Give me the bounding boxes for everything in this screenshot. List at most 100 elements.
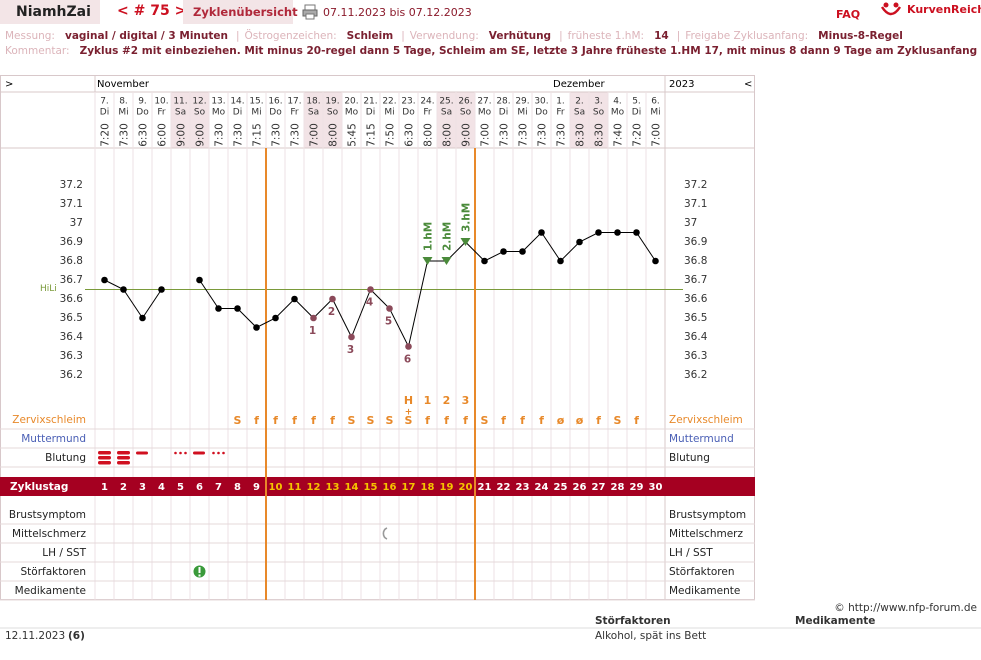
row-label: Medikamente bbox=[15, 585, 86, 597]
row-label: Medikamente bbox=[669, 585, 740, 597]
cycle-day: 26 bbox=[573, 482, 587, 493]
y-tick-label: 36.4 bbox=[60, 331, 84, 343]
print-icon[interactable] bbox=[302, 4, 318, 20]
info-value: 14 bbox=[654, 30, 669, 42]
y-tick-label: 36.9 bbox=[60, 236, 83, 248]
footer-heading: Störfaktoren bbox=[595, 615, 671, 627]
weekday-label: Mi bbox=[118, 108, 128, 118]
cycle-day: 13 bbox=[326, 482, 340, 493]
time-label: 7:40 bbox=[613, 123, 625, 147]
temperature-point bbox=[519, 248, 526, 255]
cycle-day: 18 bbox=[421, 482, 435, 493]
header: NiamhZai < # 75 > Zyklenübersicht 07.11.… bbox=[0, 0, 981, 26]
temperature-point bbox=[595, 229, 602, 236]
bleeding-icon bbox=[117, 461, 130, 465]
cycle-day: 23 bbox=[516, 482, 530, 493]
day-label: 22. bbox=[382, 97, 396, 107]
day-label: 26. bbox=[458, 97, 472, 107]
mucus-values: S bbox=[234, 414, 242, 427]
info-value: Schleim bbox=[346, 30, 394, 42]
mucus-values: f bbox=[425, 414, 430, 427]
bleeding-icon bbox=[98, 451, 111, 455]
cycle-nav[interactable]: < # 75 > bbox=[117, 3, 187, 19]
weekday-label: Mo bbox=[345, 108, 359, 118]
weekend-shade bbox=[304, 92, 323, 148]
info-separator: | bbox=[676, 30, 681, 42]
day-label: 29. bbox=[515, 97, 529, 107]
cycle-day: 14 bbox=[345, 482, 359, 493]
time-label: 8:00 bbox=[442, 123, 454, 147]
time-label: 8:30 bbox=[594, 123, 606, 147]
info-fields: Messung: vaginal / digital / 3 Minuten | Ös… bbox=[5, 29, 981, 44]
faq-link[interactable]: FAQ bbox=[836, 8, 861, 21]
overview-link[interactable]: Zyklenübersicht bbox=[183, 0, 298, 24]
bleeding-icon bbox=[117, 456, 130, 460]
y-tick-label: 37.2 bbox=[60, 179, 83, 191]
nav-prev: > bbox=[5, 79, 13, 90]
weekday-label: Mo bbox=[611, 108, 625, 118]
high-point bbox=[460, 238, 471, 246]
mucus-plus: + bbox=[405, 408, 413, 418]
low-label: 1 bbox=[309, 325, 316, 337]
temperature-point bbox=[367, 286, 374, 293]
bleeding-icons bbox=[98, 451, 225, 465]
weekday-label: Do bbox=[535, 108, 548, 118]
temperature-point bbox=[120, 286, 127, 293]
bleeding-icon bbox=[217, 451, 220, 455]
brand[interactable]: KurvenReich bbox=[907, 3, 981, 16]
y-tick-label: 36.3 bbox=[60, 350, 83, 362]
y-tick-label: 37 bbox=[684, 217, 697, 229]
time-label: 6:30 bbox=[404, 123, 416, 147]
time-label: 7:00 bbox=[309, 123, 321, 147]
time-label: 7:30 bbox=[271, 123, 283, 147]
weekday-label: Di bbox=[499, 108, 508, 118]
bleeding-icon bbox=[98, 461, 111, 465]
info-separator: | bbox=[401, 30, 405, 42]
weekday-label: Mo bbox=[478, 108, 492, 118]
temperature-point bbox=[329, 295, 336, 303]
high-label: 2.hM bbox=[442, 222, 454, 251]
time-label: 5:45 bbox=[347, 123, 359, 147]
info-separator: | bbox=[236, 30, 240, 42]
row-label: Brustsymptom bbox=[669, 509, 746, 521]
weekday-label: Do bbox=[269, 108, 282, 118]
weekday-label: Mo bbox=[212, 108, 226, 118]
row-label: Störfaktoren bbox=[21, 566, 86, 578]
footer-date: 12.11.2023 bbox=[5, 630, 65, 642]
day-label: 27. bbox=[477, 97, 491, 107]
temperature-point bbox=[500, 248, 507, 255]
mucus-top: 1 bbox=[424, 394, 432, 407]
y-tick-label: 36.9 bbox=[684, 236, 707, 248]
temperature-point bbox=[633, 229, 640, 236]
day-label: 8. bbox=[119, 97, 128, 107]
bleeding-icon bbox=[222, 451, 225, 455]
weekday-label: Fr bbox=[423, 108, 432, 118]
cycle-day: 15 bbox=[364, 482, 378, 493]
low-label: 5 bbox=[385, 316, 392, 328]
bleeding-icon bbox=[117, 451, 130, 455]
cycle-day-bar bbox=[0, 477, 755, 496]
time-label: 7:30 bbox=[499, 123, 511, 147]
day-label: 15. bbox=[249, 97, 263, 107]
temperature-point bbox=[291, 295, 298, 303]
day-label: 5. bbox=[632, 97, 641, 107]
temperature-point bbox=[101, 276, 108, 284]
mucus-values: S bbox=[614, 414, 622, 427]
time-label: 7:30 bbox=[119, 123, 131, 147]
cycle-day: 17 bbox=[402, 482, 416, 493]
info-separator: | bbox=[559, 30, 563, 42]
temperature-point bbox=[139, 314, 146, 322]
high-point bbox=[441, 257, 452, 265]
day-label: 9. bbox=[138, 97, 147, 107]
info-label: früheste 1.hM: bbox=[567, 30, 645, 42]
day-label: 3. bbox=[594, 97, 603, 107]
time-label: 7:30 bbox=[290, 123, 302, 147]
day-label: 20. bbox=[344, 97, 358, 107]
y-tick-label: 36.7 bbox=[684, 274, 707, 286]
weekend-shade bbox=[323, 92, 342, 148]
info-label: Östrogenzeichen: bbox=[244, 30, 337, 42]
day-label: 23. bbox=[401, 97, 415, 107]
cycle-day: 21 bbox=[478, 482, 492, 493]
low-label: 4 bbox=[366, 297, 373, 309]
comment: Zyklus #2 mit einbeziehen. Mit minus 20-… bbox=[79, 45, 978, 57]
